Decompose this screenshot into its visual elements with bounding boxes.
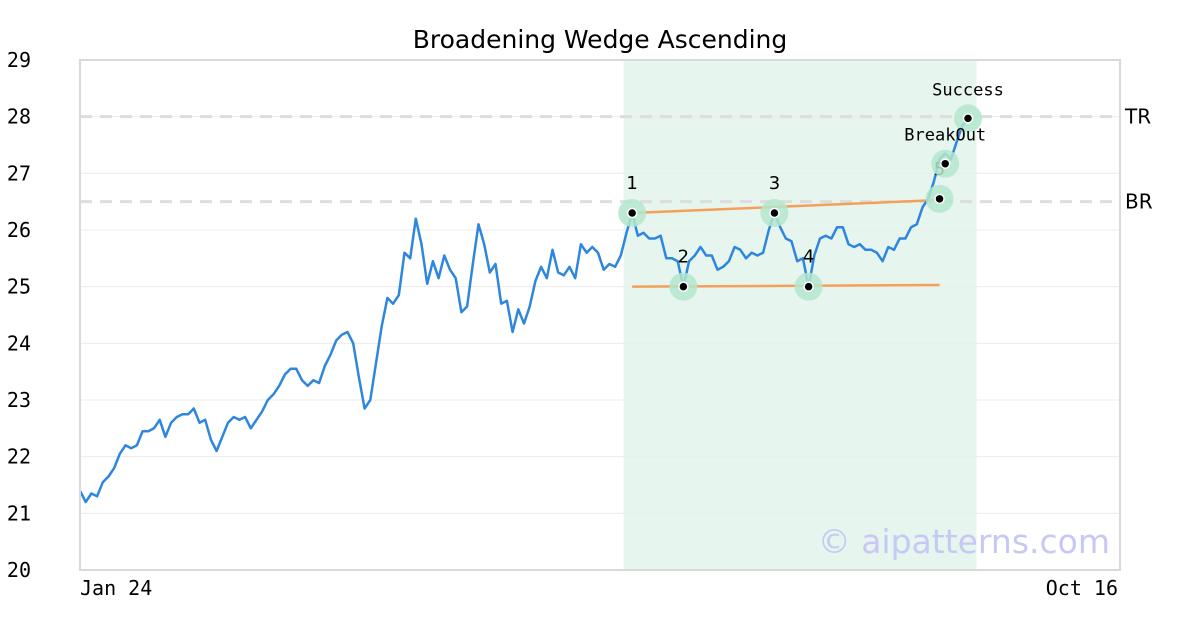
y-axis-ticks: 20 21 22 23 24 25 26 27 28 29 [7,48,31,582]
x-tick-label: Oct 16 [1046,576,1118,600]
pattern-point-label: 3 [769,173,780,194]
pattern-point-label: 1 [626,173,637,194]
chart-title: Broadening Wedge Ascending [413,25,788,54]
pattern-point-label: 2 [678,247,689,268]
price-line [78,118,969,504]
y-tick-label: 28 [7,105,31,129]
pattern-point [626,207,638,219]
x-tick-label: Jan 24 [80,576,152,600]
reference-label-tr: TR [1124,105,1151,129]
y-tick-label: 29 [7,48,31,72]
annotation-success: Success [932,80,1004,100]
plot-frame [79,59,1121,571]
pattern-region [623,60,977,570]
y-tick-label: 25 [7,275,31,299]
y-tick-label: 21 [7,501,31,525]
y-tick-label: 24 [7,331,31,355]
pattern-point [678,281,689,292]
reference-label-br: BR [1125,190,1153,214]
y-tick-label: 26 [7,218,31,242]
y-tick-label: 20 [7,558,31,582]
pattern-point [962,113,974,124]
pattern-point [934,193,945,205]
y-tick-label: 27 [7,161,31,185]
pattern-points-layer: 12345 [618,104,982,301]
series-layer [78,118,969,504]
pattern-point-label: 4 [803,247,814,268]
pattern-point [769,207,780,219]
x-axis-ticks: Jan 24 Oct 16 [80,576,1118,600]
annotation-breakout: BreakOut [904,126,986,146]
pattern-point [803,281,814,292]
y-tick-label: 22 [7,445,31,469]
pattern-region-layer [623,60,977,570]
reference-lines-layer: TR BR [80,105,1153,214]
pattern-point [939,158,951,169]
y-tick-label: 23 [7,388,31,412]
watermark: © aipatterns.com [818,522,1110,561]
annotations-layer: Success BreakOut [904,80,1004,145]
